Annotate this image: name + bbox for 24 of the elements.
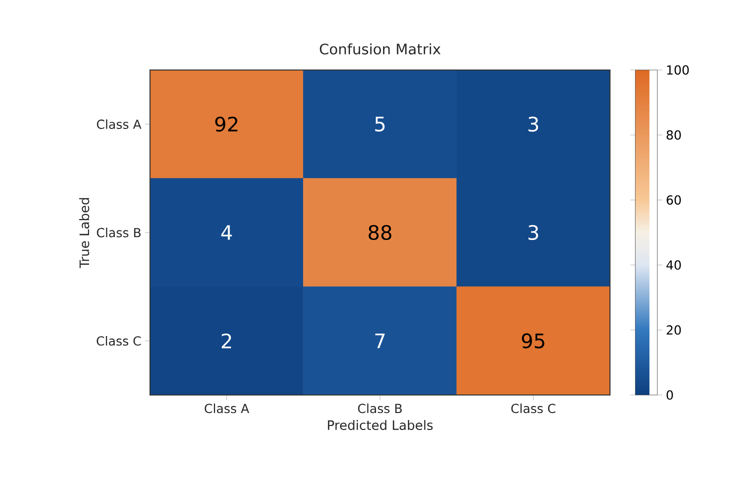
data-label: 95 bbox=[522, 333, 544, 348]
color-bar-label: 20 bbox=[666, 325, 681, 335]
data-label: 88 bbox=[368, 224, 392, 240]
color-bar-label: 100 bbox=[667, 65, 689, 75]
x-axis-title: Predicted Labels bbox=[328, 420, 433, 430]
data-label: 3 bbox=[528, 224, 538, 240]
y-axis-title: True Labed bbox=[79, 198, 90, 268]
chart-title: Confusion Matrix bbox=[320, 43, 440, 55]
data-label: 4 bbox=[221, 225, 232, 240]
y-tick-label: Class A bbox=[96, 119, 142, 129]
y-tick-label: Class C bbox=[96, 336, 141, 346]
x-tick-label: Class A bbox=[204, 404, 250, 414]
data-label: 5 bbox=[375, 116, 385, 132]
x-tick-label: Class B bbox=[358, 404, 402, 414]
data-label: 92 bbox=[215, 116, 238, 132]
y-tick-label: Class B bbox=[96, 228, 141, 238]
color-bar-label: 80 bbox=[666, 130, 681, 140]
color-bar-label: 0 bbox=[666, 390, 673, 400]
data-label: 2 bbox=[222, 333, 232, 348]
color-bar-label: 40 bbox=[666, 260, 681, 270]
color-bar-label: 60 bbox=[666, 195, 681, 205]
x-tick-label: Class C bbox=[511, 404, 556, 414]
data-label: 3 bbox=[528, 116, 538, 132]
data-label: 7 bbox=[375, 334, 385, 348]
